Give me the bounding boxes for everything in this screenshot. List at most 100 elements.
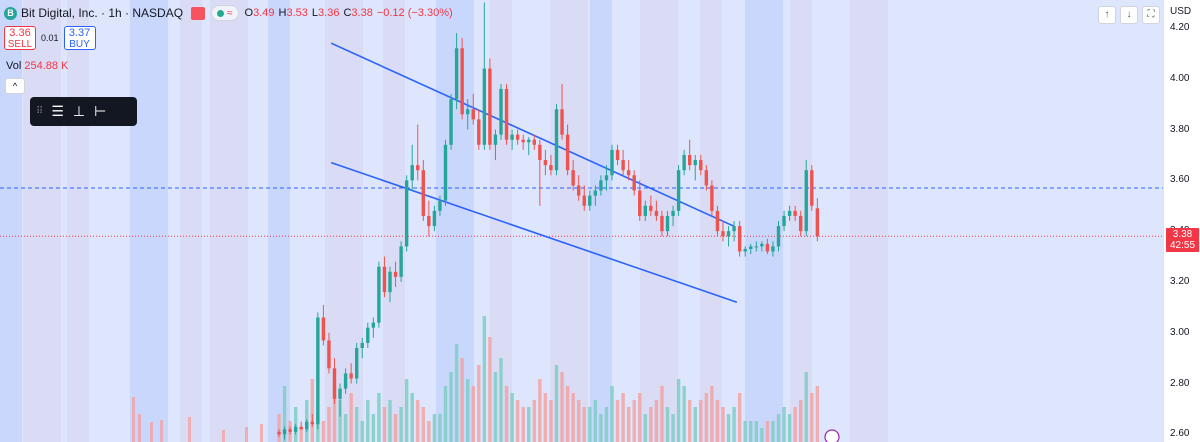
- candle-body: [393, 271, 398, 277]
- candle-body: [604, 175, 609, 181]
- price-axis[interactable]: 4.204.003.803.603.403.203.002.802.60 3.3…: [1163, 0, 1200, 442]
- volume-bar: [188, 417, 191, 442]
- candle-body: [543, 160, 548, 166]
- candle: [726, 226, 731, 247]
- candle-body: [288, 429, 292, 432]
- arrow-down-icon[interactable]: ↓: [1120, 6, 1138, 24]
- volume-value: 254.88 K: [24, 60, 69, 72]
- buy-button[interactable]: 3.37 BUY: [63, 26, 96, 50]
- candle-body: [416, 165, 420, 171]
- sell-button[interactable]: 3.36 SELL: [4, 26, 36, 50]
- candle: [621, 149, 625, 176]
- session-band: [383, 0, 405, 442]
- candle-body: [638, 190, 642, 216]
- candle-body: [349, 373, 353, 379]
- bar-countdown: 42:55: [1169, 240, 1196, 252]
- volume-bar: [132, 397, 135, 442]
- candle-body: [316, 317, 320, 425]
- volume-bar: [715, 400, 720, 442]
- price-tick-label: 3.80: [1170, 123, 1190, 135]
- session-band: [67, 0, 89, 442]
- flag-icon[interactable]: [191, 6, 206, 20]
- volume-bar: [482, 316, 487, 442]
- symbol-title[interactable]: Bit Digital, Inc. · 1h · NASDAQ: [21, 6, 184, 20]
- buy-label: BUY: [69, 39, 90, 50]
- candle-body: [277, 431, 281, 435]
- candle: [493, 129, 498, 161]
- candle: [360, 337, 364, 359]
- volume-bar: [277, 414, 281, 442]
- candle: [782, 210, 786, 232]
- fullscreen-icon[interactable]: ⛶: [1142, 6, 1160, 24]
- volume-bar: [260, 424, 263, 442]
- candle: [749, 243, 753, 255]
- volume-bar: [693, 407, 697, 442]
- candle-body: [760, 243, 764, 247]
- candle-body: [360, 342, 364, 349]
- volume-bar: [327, 407, 331, 442]
- candle: [366, 322, 370, 349]
- candle: [776, 221, 781, 252]
- trend-channel[interactable]: [330, 42, 738, 304]
- chevron-up-icon[interactable]: ^: [5, 78, 25, 94]
- volume-bar: [477, 365, 481, 442]
- candle-body: [632, 175, 636, 191]
- volume-bar: [704, 393, 709, 442]
- candle: [593, 185, 598, 206]
- volume-label: Vol: [6, 60, 22, 72]
- candle-body: [671, 210, 675, 216]
- candle: [532, 134, 536, 150]
- vertical-measure-icon[interactable]: ⊥: [72, 103, 86, 119]
- volume-bar: [565, 386, 570, 442]
- wave-icon: ≈: [227, 7, 233, 19]
- volume-bar: [804, 372, 808, 442]
- candle-body: [804, 170, 808, 232]
- volume-bar: [282, 386, 287, 442]
- candle: [277, 429, 281, 437]
- candle: [438, 195, 442, 216]
- session-band: [745, 0, 783, 442]
- candle: [515, 129, 520, 145]
- candle-body: [305, 421, 309, 430]
- drag-grip-icon[interactable]: ⠿: [36, 106, 43, 117]
- volume-bar: [754, 421, 758, 442]
- price-tick-label: 2.80: [1170, 377, 1190, 389]
- candle: [787, 205, 792, 221]
- candle-body: [443, 144, 448, 201]
- candle: [632, 170, 636, 196]
- horizontal-lines-icon[interactable]: ☰: [51, 103, 64, 119]
- candle: [377, 261, 381, 328]
- volume-bar: [665, 407, 670, 442]
- volume-bar: [493, 372, 498, 442]
- volume-bar: [638, 393, 642, 442]
- arrow-up-icon[interactable]: ↑: [1098, 6, 1116, 24]
- currency-selector[interactable]: USD: [1170, 6, 1192, 17]
- candle-body: [499, 88, 503, 135]
- candle: [443, 139, 448, 206]
- candle-body: [404, 180, 409, 247]
- candle-body: [554, 109, 559, 171]
- candle: [793, 205, 797, 221]
- volume-bar: [449, 372, 453, 442]
- volume-bar: [404, 379, 409, 442]
- candle-body: [799, 215, 803, 232]
- volume-bar: [782, 407, 786, 442]
- candle-body: [299, 426, 303, 430]
- volume-bar: [815, 386, 820, 442]
- status-pill[interactable]: ≈: [211, 5, 239, 21]
- candle-body: [454, 48, 459, 100]
- volume-bar: [410, 393, 414, 442]
- candle: [693, 154, 697, 181]
- candle: [810, 165, 814, 211]
- candle-body: [599, 180, 603, 191]
- candle-body: [582, 195, 586, 206]
- range-icon[interactable]: ⊢: [94, 103, 107, 119]
- chart-area[interactable]: B Bit Digital, Inc. · 1h · NASDAQ ≈ O3.4…: [0, 0, 1163, 442]
- price-chart[interactable]: [0, 0, 1163, 442]
- volume-bar: [760, 428, 764, 442]
- volume-bar: [427, 421, 431, 442]
- volume-legend: Vol 254.88 K: [6, 60, 68, 72]
- volume-bar: [743, 421, 747, 442]
- candle-body: [660, 215, 664, 232]
- session-band: [640, 0, 678, 442]
